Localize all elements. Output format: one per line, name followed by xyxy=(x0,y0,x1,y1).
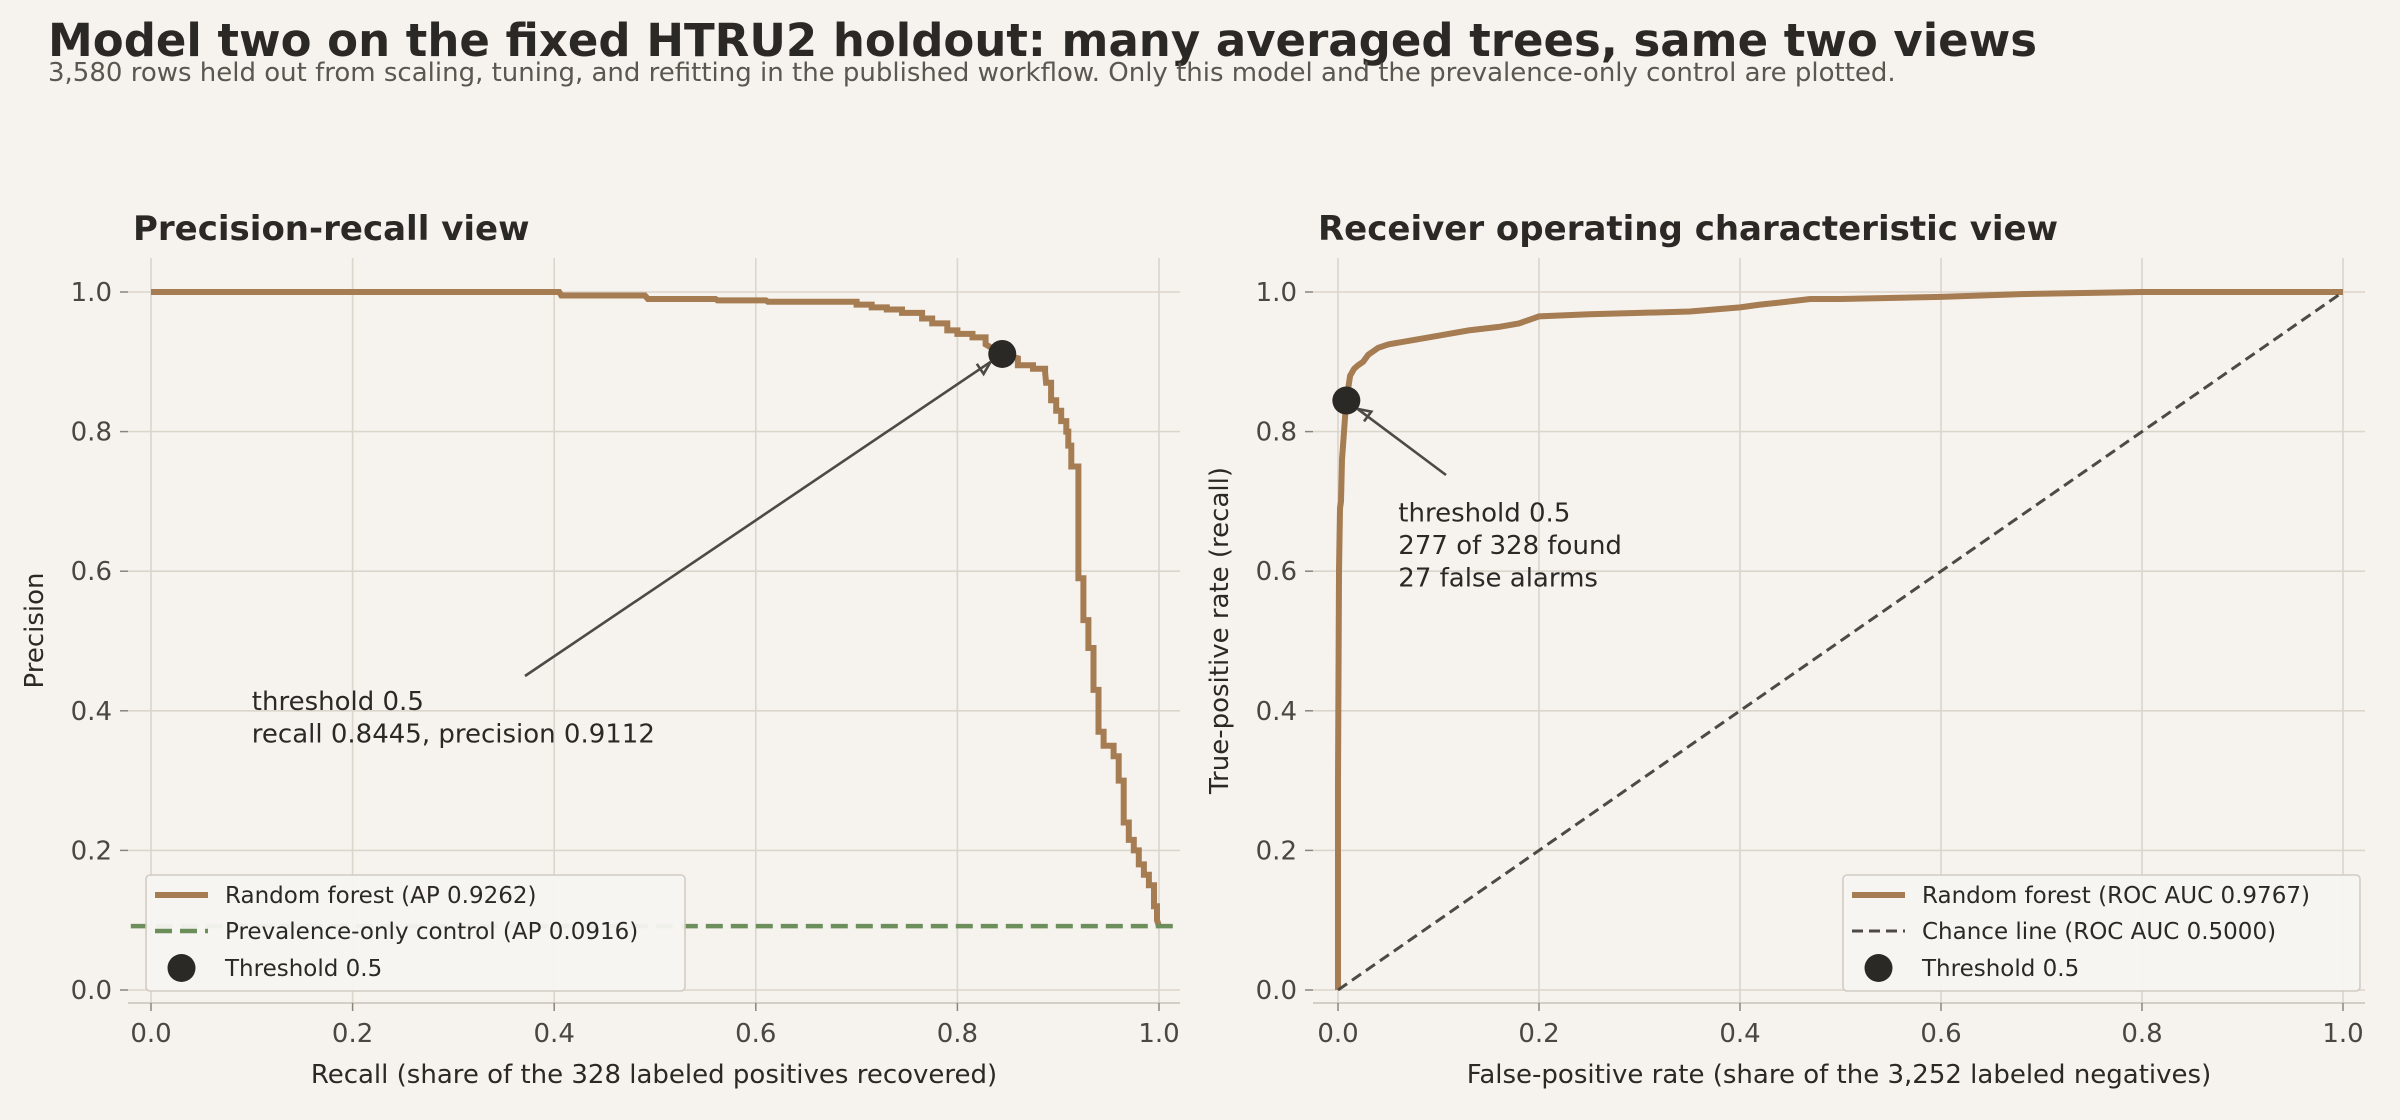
y-tick-label: 0.8 xyxy=(1256,418,1297,448)
legend: Random forest (ROC AUC 0.9767) Chance lin… xyxy=(1842,874,2361,992)
panel-precision-recall: Precision-recall view 0.0 0.2 0.4 0.6 0.8 1.0 0… xyxy=(20,209,1180,1090)
series-line-model xyxy=(151,289,1162,928)
annotation-text: threshold 0.5 xyxy=(1398,498,1570,528)
y-tick-label: 0.4 xyxy=(1256,697,1297,727)
legend-box xyxy=(145,874,686,992)
x-tick-label: 0.8 xyxy=(937,1019,978,1049)
annotation-text: 27 false alarms xyxy=(1398,563,1598,593)
x-tick-label: 0.2 xyxy=(332,1019,373,1049)
y-axis-label: True-positive rate (recall) xyxy=(1205,467,1235,795)
x-tick-label: 0.8 xyxy=(2121,1019,2162,1049)
figure-subtitle: 3,580 rows held out from scaling, tuning… xyxy=(48,58,1896,88)
figure-title: Model two on the fixed HTRU2 holdout: ma… xyxy=(48,14,2038,67)
legend-label: Random forest (AP 0.9262) xyxy=(225,883,536,909)
annotation-arrowhead xyxy=(975,361,992,377)
annotation-text: threshold 0.5 xyxy=(252,687,424,717)
legend-label: Random forest (ROC AUC 0.9767) xyxy=(1922,883,2310,909)
x-tick-label: 0.4 xyxy=(1719,1019,1760,1049)
x-tick-label: 1.0 xyxy=(2322,1019,2363,1049)
legend-box xyxy=(1842,874,2361,992)
panel-title: Receiver operating characteristic view xyxy=(1318,209,2058,249)
x-axis-label: False-positive rate (share of the 3,252 … xyxy=(1467,1060,2211,1090)
x-axis-label: Recall (share of the 328 labeled positiv… xyxy=(311,1060,997,1090)
legend-label: Threshold 0.5 xyxy=(224,956,382,982)
y-tick-label: 1.0 xyxy=(71,278,112,308)
panel-title: Precision-recall view xyxy=(133,209,529,249)
series-line-model xyxy=(1335,289,2343,990)
x-tick-label: 0.2 xyxy=(1518,1019,1559,1049)
x-tick-label: 1.0 xyxy=(1138,1019,1179,1049)
y-tick-label: 0.6 xyxy=(1256,557,1297,587)
x-tick-label: 0.6 xyxy=(1920,1019,1961,1049)
x-tick-label: 0.4 xyxy=(534,1019,575,1049)
annotation-text: recall 0.8445, precision 0.9112 xyxy=(252,719,655,749)
threshold-marker xyxy=(988,339,1017,368)
x-tick-label: 0.0 xyxy=(1317,1019,1358,1049)
annotation-arrowhead xyxy=(1357,407,1374,423)
y-tick-label: 0.0 xyxy=(71,976,112,1006)
y-tick-label: 0.4 xyxy=(71,697,112,727)
y-tick-label: 0.2 xyxy=(1256,836,1297,866)
x-tick-label: 0.6 xyxy=(735,1019,776,1049)
annotation-arrow xyxy=(1356,407,1447,477)
legend-swatch-threshold xyxy=(167,954,196,982)
series-group xyxy=(130,289,1180,929)
panel-roc: Receiver operating characteristic view 0.… xyxy=(1205,209,2365,1090)
x-tick-label: 0.0 xyxy=(130,1019,171,1049)
y-tick-label: 0.6 xyxy=(71,557,112,587)
y-axis-label: Precision xyxy=(20,572,50,688)
threshold-marker xyxy=(1332,386,1361,415)
legend-label: Threshold 0.5 xyxy=(1921,956,2079,982)
legend-label: Prevalence-only control (AP 0.0916) xyxy=(225,919,638,945)
legend-label: Chance line (ROC AUC 0.5000) xyxy=(1922,919,2276,945)
y-tick-label: 0.8 xyxy=(71,418,112,448)
y-tick-label: 0.0 xyxy=(1256,976,1297,1006)
y-tick-label: 1.0 xyxy=(1256,278,1297,308)
legend: Random forest (AP 0.9262) Prevalence-only… xyxy=(145,874,686,992)
series-group xyxy=(1335,289,2344,992)
y-tick-label: 0.2 xyxy=(71,836,112,866)
annotation-arrow xyxy=(524,360,992,678)
legend-swatch-threshold xyxy=(1864,954,1893,982)
annotation-text: 277 of 328 found xyxy=(1398,531,1622,561)
